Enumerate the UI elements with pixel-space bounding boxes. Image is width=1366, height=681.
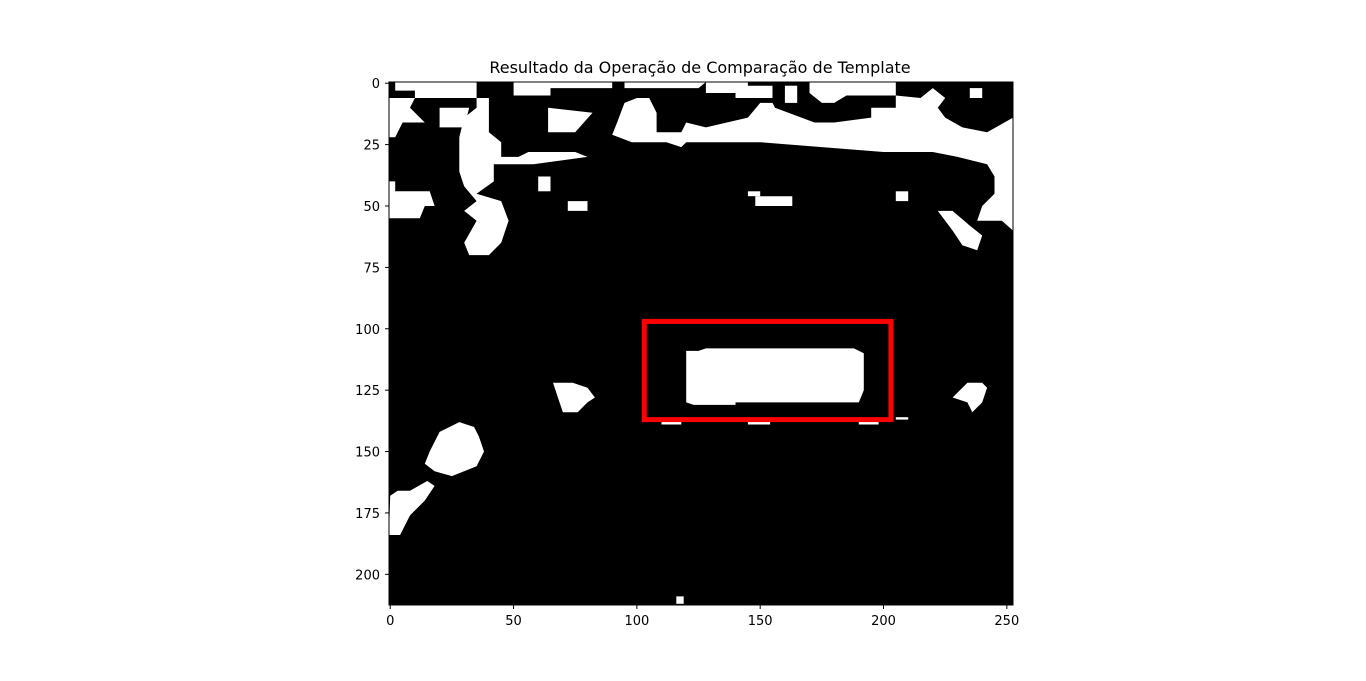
y-tick-label: 50 xyxy=(363,200,380,215)
white-region xyxy=(937,210,983,251)
x-tick-label: 250 xyxy=(994,614,1019,629)
y-axis: 0 25 50 75 100 125 150 175 200 xyxy=(355,77,389,583)
white-region xyxy=(395,82,477,98)
white-region xyxy=(784,85,798,103)
white-region xyxy=(755,196,793,206)
white-region xyxy=(553,382,595,413)
white-region xyxy=(676,596,684,604)
detection-box xyxy=(641,318,894,423)
white-region xyxy=(389,82,435,219)
white-region xyxy=(513,82,613,96)
binary-image-regions xyxy=(389,82,1013,604)
y-tick-label: 75 xyxy=(363,261,380,276)
y-tick-label: 125 xyxy=(355,384,380,399)
white-region xyxy=(439,107,470,128)
white-region xyxy=(895,417,909,420)
white-region xyxy=(747,191,761,197)
white-region xyxy=(735,85,773,98)
x-tick-label: 50 xyxy=(505,614,522,629)
chart-title: Resultado da Operação de Comparação de T… xyxy=(489,58,910,77)
white-region xyxy=(567,201,588,211)
x-tick-label: 200 xyxy=(871,614,896,629)
white-region xyxy=(389,98,425,138)
y-tick-label: 150 xyxy=(355,446,380,461)
white-region xyxy=(809,82,896,103)
white-region xyxy=(969,88,983,98)
white-region xyxy=(952,382,988,413)
x-tick-label: 100 xyxy=(624,614,649,629)
y-tick-label: 25 xyxy=(363,139,380,154)
y-tick-label: 175 xyxy=(355,507,380,522)
white-region xyxy=(459,82,588,256)
white-region xyxy=(389,481,435,535)
x-tick-label: 0 xyxy=(386,614,394,629)
white-region xyxy=(612,88,1013,231)
y-tick-label: 100 xyxy=(355,323,380,338)
white-region xyxy=(548,107,593,133)
white-region xyxy=(834,122,859,133)
y-tick-label: 0 xyxy=(372,77,380,92)
x-axis: 0 50 100 150 200 250 xyxy=(386,605,1019,629)
white-region xyxy=(895,191,909,202)
y-tick-label: 200 xyxy=(355,568,380,583)
white-region xyxy=(624,82,706,89)
white-region xyxy=(424,422,484,477)
x-tick-label: 150 xyxy=(748,614,773,629)
white-region xyxy=(686,348,864,405)
white-region xyxy=(538,176,551,192)
axes-frame xyxy=(388,81,1014,606)
